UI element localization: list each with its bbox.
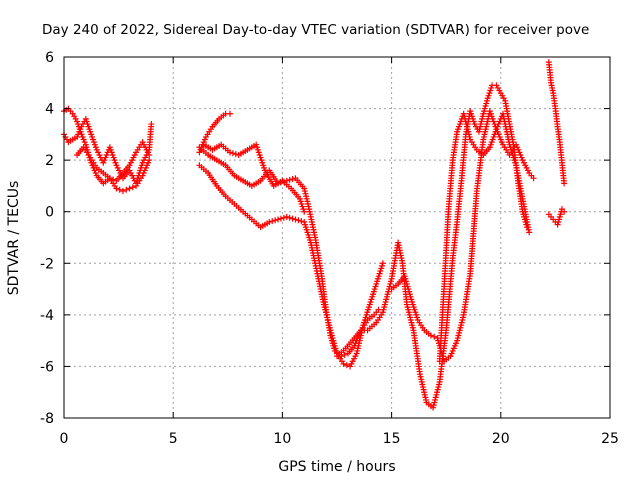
- x-tick-label: 0: [60, 431, 69, 447]
- data-marker: [431, 333, 438, 340]
- plot-frame: [63, 56, 611, 419]
- data-point-marker: [126, 185, 133, 192]
- x-tick-label: 15: [383, 431, 401, 447]
- data-marker: [110, 176, 117, 183]
- y-axis-label: SDTVAR / TECUs: [6, 181, 22, 296]
- data-marker: [341, 351, 348, 358]
- data-point-marker: [379, 260, 386, 267]
- y-tick-label: 0: [45, 205, 54, 221]
- data-marker: [269, 218, 276, 225]
- data-point-marker: [427, 332, 434, 339]
- data-marker: [286, 176, 293, 183]
- data-point-marker: [283, 213, 290, 220]
- data-point-marker: [148, 121, 155, 128]
- data-marker: [286, 214, 293, 221]
- data-point-marker: [375, 306, 382, 313]
- data-point-marker: [561, 208, 568, 215]
- data-series: [200, 141, 308, 215]
- tick-layer: 0 5 10 15 20 25 -8 -6 -4 -2 0 2 4 6: [40, 50, 619, 447]
- y-tick-label: -8: [40, 411, 54, 427]
- data-series: [74, 139, 153, 184]
- data-point-marker: [266, 219, 273, 226]
- data-point-marker: [146, 151, 153, 158]
- x-tick-label: 10: [273, 431, 291, 447]
- data-point-marker: [106, 175, 113, 182]
- data-point-marker: [119, 188, 126, 195]
- data-marker: [229, 150, 236, 157]
- data-point-marker: [113, 185, 120, 192]
- data-marker: [272, 217, 279, 224]
- x-axis-label: GPS time / hours: [278, 459, 395, 475]
- x-tick-label: 20: [492, 431, 510, 447]
- y-tick-label: 6: [45, 50, 54, 66]
- grid-layer: [64, 57, 610, 418]
- data-series: [545, 59, 568, 187]
- data-marker: [280, 214, 287, 221]
- data-series: [545, 206, 568, 228]
- data-marker: [289, 176, 296, 183]
- data-series: [196, 110, 233, 156]
- data-series: [196, 144, 382, 360]
- data-point-marker: [561, 180, 568, 187]
- chart-title: Day 240 of 2022, Sidereal Day-to-day VTE…: [42, 22, 589, 38]
- y-tick-label: -2: [40, 256, 54, 272]
- y-tick-label: -4: [40, 308, 54, 324]
- data-marker: [289, 215, 296, 222]
- data-marker: [116, 186, 123, 193]
- data-point-marker: [226, 149, 233, 156]
- data-series: [334, 82, 531, 411]
- x-tick-label: 25: [601, 431, 619, 447]
- data-series: [388, 108, 537, 365]
- data-marker: [277, 215, 284, 222]
- data-series: [436, 110, 533, 365]
- x-tick-label: 5: [169, 431, 178, 447]
- data-point-marker: [301, 208, 308, 215]
- data-point-marker: [226, 110, 233, 117]
- data-marker: [298, 218, 305, 225]
- data-point-marker: [340, 360, 347, 367]
- data-layer: [61, 59, 568, 411]
- data-point-marker: [292, 216, 299, 223]
- data-point-marker: [530, 175, 537, 182]
- y-tick-label: 2: [45, 153, 54, 169]
- data-marker: [343, 362, 350, 369]
- y-tick-label: 4: [45, 102, 54, 118]
- data-marker: [232, 151, 239, 158]
- y-tick-label: -6: [40, 359, 54, 375]
- data-marker: [129, 184, 136, 191]
- data-point-marker: [275, 216, 282, 223]
- data-point-marker: [526, 229, 533, 236]
- data-point-marker: [146, 157, 153, 164]
- data-marker: [295, 217, 302, 224]
- data-marker: [123, 186, 130, 193]
